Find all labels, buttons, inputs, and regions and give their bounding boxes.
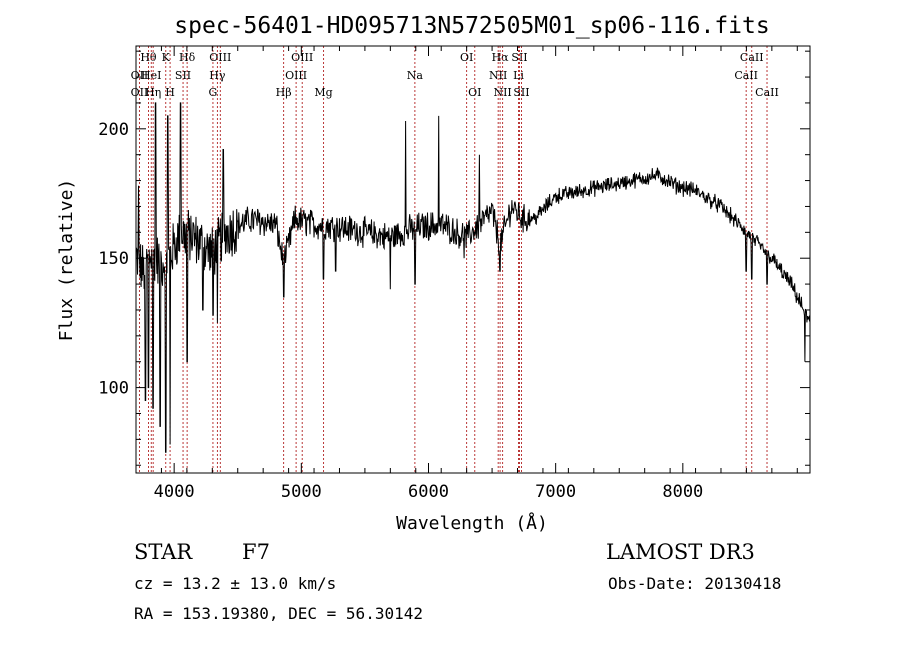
y-tick-label: 200 xyxy=(98,120,129,140)
line-marker-label: Hα xyxy=(492,51,510,64)
line-marker-label: Na xyxy=(407,69,424,82)
redshift-readout: cz = 13.2 ± 13.0 km/s xyxy=(134,574,336,593)
line-marker-label: Li xyxy=(513,69,524,82)
object-subclass: F7 xyxy=(242,540,270,564)
survey-name: LAMOST DR3 xyxy=(606,540,755,564)
line-marker-label: HeI xyxy=(141,69,161,82)
line-marker-label: SII xyxy=(511,51,527,64)
line-marker-label: OIII xyxy=(291,51,313,64)
x-tick-label: 4000 xyxy=(154,482,195,502)
line-marker-label: NII xyxy=(493,86,511,99)
y-axis-label: Flux (relative) xyxy=(56,179,77,342)
line-marker-label: Mg xyxy=(314,86,332,99)
line-marker-label: OII xyxy=(131,69,149,82)
line-marker-label: Hθ xyxy=(140,51,157,64)
plot-frame xyxy=(135,45,811,474)
x-tick-label: 8000 xyxy=(662,482,703,502)
line-marker-label: G xyxy=(209,86,218,99)
y-tick-label: 150 xyxy=(98,249,129,269)
line-marker-label: Hδ xyxy=(179,51,196,64)
line-marker-label: K xyxy=(162,51,171,64)
line-marker-label: OIII xyxy=(285,69,307,82)
x-axis-label: Wavelength (Å) xyxy=(396,512,548,534)
y-tick-label: 100 xyxy=(98,379,129,399)
line-marker-label: CaII xyxy=(740,51,764,64)
object-type: STAR xyxy=(134,540,193,564)
line-marker-label: OII xyxy=(131,86,149,99)
x-tick-label: 7000 xyxy=(535,482,576,502)
line-marker-label: Hη xyxy=(145,86,161,99)
coordinates-readout: RA = 153.19380, DEC = 56.30142 xyxy=(134,604,423,623)
line-marker-label: OIII xyxy=(209,51,231,64)
line-marker-label: Hβ xyxy=(276,86,292,99)
spectrum-line xyxy=(135,102,811,453)
chart-title: spec-56401-HD095713N572505M01_sp06-116.f… xyxy=(174,13,769,39)
line-marker-label: OI xyxy=(460,51,473,64)
line-marker-label: OI xyxy=(468,86,481,99)
observation-date: Obs-Date: 20130418 xyxy=(608,574,781,593)
line-marker-label: CaII xyxy=(734,69,758,82)
line-marker-label: CaII xyxy=(755,86,779,99)
line-marker-label: Hγ xyxy=(209,69,226,82)
line-marker-label: H xyxy=(165,86,175,99)
line-marker-label: NII xyxy=(489,69,507,82)
spectrum-series xyxy=(135,102,811,453)
x-tick-label: 6000 xyxy=(408,482,449,502)
line-marker-label: SII xyxy=(513,86,529,99)
x-tick-label: 5000 xyxy=(281,482,322,502)
line-marker-label: SII xyxy=(175,69,191,82)
axes: 4000 5000 6000 7000 8000 100 150 200 xyxy=(98,46,810,502)
